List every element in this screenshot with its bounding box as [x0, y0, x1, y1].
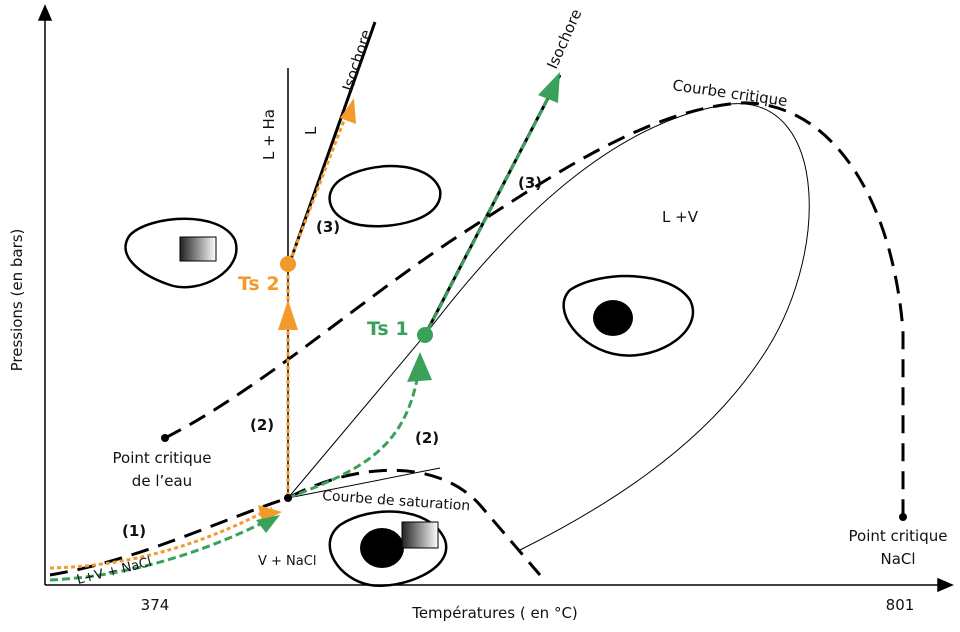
label: (3)	[316, 218, 340, 236]
labels: Températures ( en °C) Pressions (en bars…	[8, 6, 947, 622]
x-tick: 374	[141, 596, 170, 614]
label: Point critique	[113, 449, 212, 467]
label: (3)	[518, 174, 542, 192]
label: L + Ha	[260, 109, 278, 160]
label: Isochore	[543, 6, 585, 71]
label: V + NaCl	[258, 554, 316, 569]
label: Isochore	[339, 27, 376, 93]
label: (1)	[122, 522, 146, 540]
axes	[37, 4, 954, 593]
y-label: Pressions (en bars)	[8, 229, 26, 372]
label: (2)	[250, 416, 274, 434]
label: Ts 1	[367, 318, 409, 340]
label: Point critique	[849, 527, 948, 545]
label: L +V	[662, 208, 699, 226]
x-tick: 801	[886, 596, 915, 614]
paths	[49, 72, 907, 582]
label: (2)	[415, 429, 439, 447]
label: Courbe de saturation	[322, 488, 471, 514]
label: NaCl	[880, 550, 915, 568]
label: Ts 2	[238, 273, 280, 295]
inclusions	[124, 164, 695, 588]
label: L	[302, 126, 320, 135]
label: de l’eau	[132, 472, 192, 490]
x-label: Températures ( en °C)	[411, 604, 578, 622]
